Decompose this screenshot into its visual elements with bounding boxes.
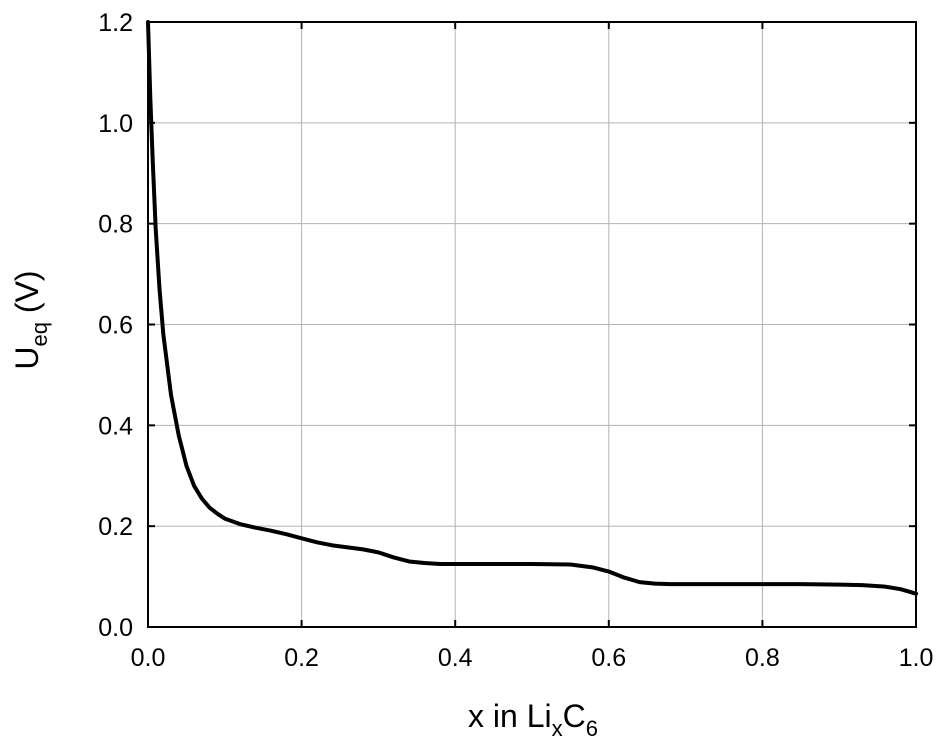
y-tick-label: 0.4 xyxy=(98,412,133,440)
y-tick-label: 1.0 xyxy=(98,110,133,138)
x-tick-label: 1.0 xyxy=(899,644,934,672)
y-tick-label: 0.0 xyxy=(98,614,133,642)
tick-labels: 0.0 0.2 0.4 0.6 0.8 1.0 0.0 0.2 0.4 0.6 0.8 1.0 1.2 xyxy=(98,9,933,672)
x-axis-title-sub2: 6 xyxy=(586,716,598,741)
y-axis-title: Ueq (V) xyxy=(9,270,52,369)
x-tick-label: 0.0 xyxy=(131,644,166,672)
x-axis-title-mid: C xyxy=(563,698,586,734)
y-tick-label: 0.8 xyxy=(98,211,133,239)
x-axis-title: x in LixC6 xyxy=(468,698,598,741)
x-tick-label: 0.2 xyxy=(284,644,319,672)
x-tick-label: 0.6 xyxy=(591,644,626,672)
y-axis-title-main: U xyxy=(9,346,45,369)
x-tick-label: 0.4 xyxy=(438,644,473,672)
grid xyxy=(148,22,916,627)
x-axis-title-main: x in Li xyxy=(468,698,552,734)
x-tick-label: 0.8 xyxy=(745,644,780,672)
y-tick-label: 0.2 xyxy=(98,513,133,541)
y-tick-label: 1.2 xyxy=(98,9,133,37)
y-axis-title-unit: (V) xyxy=(9,270,45,322)
x-axis-title-sub1: x xyxy=(552,716,563,741)
series-line xyxy=(146,20,918,596)
plot-frame xyxy=(147,21,917,628)
y-tick-label: 0.6 xyxy=(98,312,133,340)
y-axis-title-sub: eq xyxy=(27,322,52,346)
